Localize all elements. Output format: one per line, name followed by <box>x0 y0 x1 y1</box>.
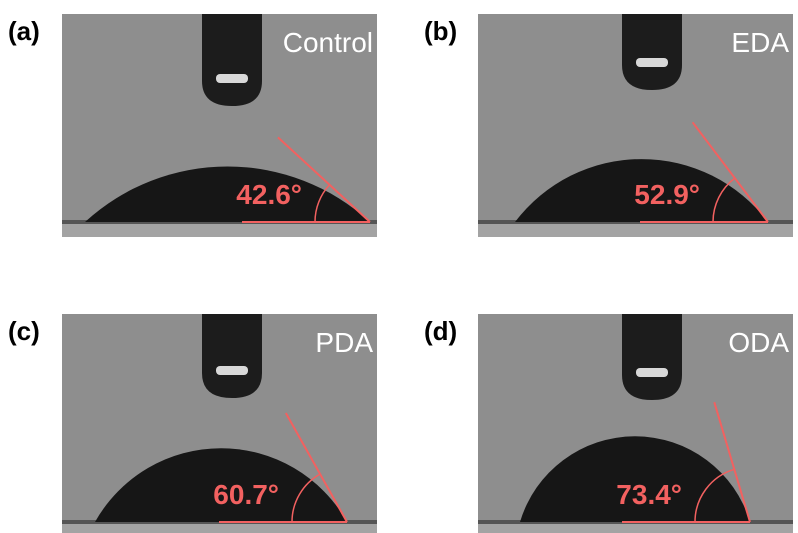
needle-highlight <box>216 366 248 375</box>
needle <box>202 314 262 398</box>
panel-label: (a) <box>8 16 40 46</box>
needle <box>622 14 682 90</box>
needle-highlight <box>636 368 668 377</box>
needle <box>622 314 682 400</box>
angle-label: 73.4° <box>616 479 682 510</box>
angle-label: 42.6° <box>236 179 302 210</box>
substrate <box>478 222 793 237</box>
figure: 42.6° Control (a) 52.9° EDA (b) 60.7° PDA (c) 73.… <box>0 0 798 533</box>
panel: 73.4° ODA <box>478 314 793 533</box>
needle-highlight <box>636 58 668 67</box>
sample-name: ODA <box>728 327 789 358</box>
panel: 42.6° Control <box>62 14 377 237</box>
panel: 52.9° EDA <box>478 14 793 237</box>
panel-label: (c) <box>8 316 40 346</box>
substrate <box>62 222 377 237</box>
sample-name: Control <box>283 27 373 58</box>
needle-highlight <box>216 74 248 83</box>
needle <box>202 14 262 106</box>
sample-name: EDA <box>731 27 789 58</box>
sample-name: PDA <box>315 327 373 358</box>
angle-label: 60.7° <box>213 479 279 510</box>
panel-label: (d) <box>424 316 457 346</box>
angle-label: 52.9° <box>634 179 700 210</box>
panel-label: (b) <box>424 16 457 46</box>
panel: 60.7° PDA <box>62 314 377 533</box>
